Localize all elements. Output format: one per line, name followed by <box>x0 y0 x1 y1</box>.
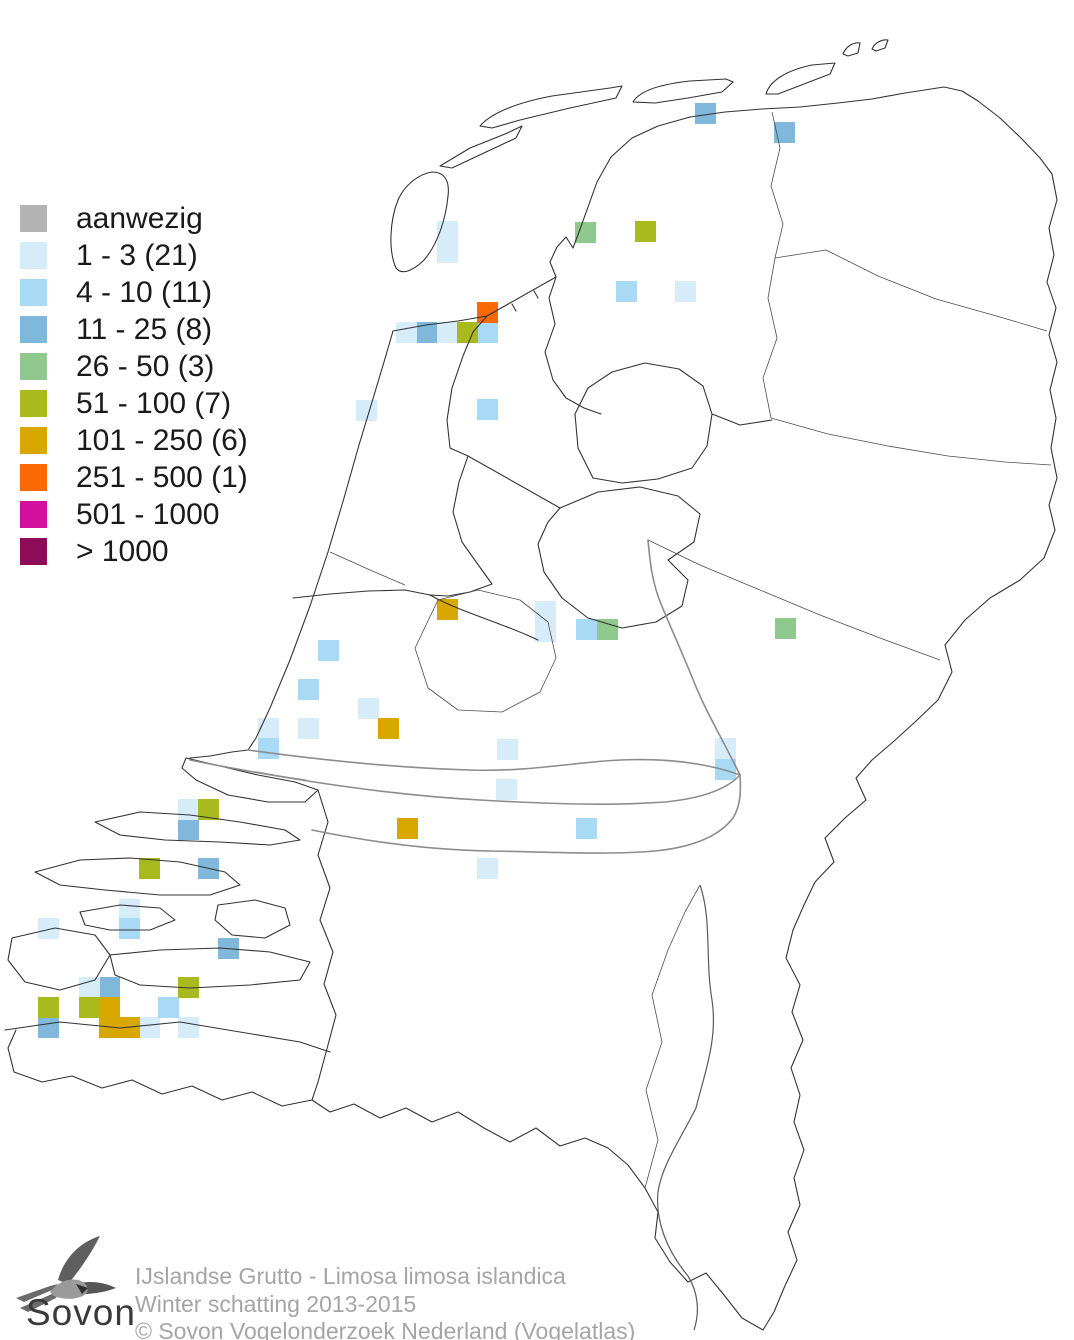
grid-cell-251-500 <box>477 302 498 323</box>
legend-label: 1 - 3 (21) <box>76 238 198 272</box>
legend-swatch <box>20 242 47 269</box>
grid-cell-1-3 <box>178 1017 199 1038</box>
grid-cell-4-10 <box>258 738 279 759</box>
grid-cell-1-3 <box>496 779 517 800</box>
grid-cell-1-3 <box>437 221 458 242</box>
legend-row: 4 - 10 (11) <box>20 274 248 311</box>
grid-cell-101-250 <box>397 818 418 839</box>
grid-cell-1-3 <box>497 739 518 760</box>
legend-swatch <box>20 279 47 306</box>
grid-cell-1-3 <box>535 601 556 622</box>
grid-cell-1-3 <box>119 899 140 920</box>
legend-row: 501 - 1000 <box>20 496 248 533</box>
grid-cell-101-250 <box>378 718 399 739</box>
grid-cell-51-100 <box>635 221 656 242</box>
grid-cell-101-250 <box>119 1017 140 1038</box>
grid-cell-4-10 <box>576 619 597 640</box>
legend: aanwezig 1 - 3 (21) 4 - 10 (11) 11 - 25 (8)… <box>20 200 248 570</box>
legend-swatch <box>20 353 47 380</box>
legend-label: 4 - 10 (11) <box>76 275 213 309</box>
map-caption: IJslandse Grutto - Limosa limosa islandi… <box>135 1263 635 1340</box>
grid-cell-11-25 <box>695 103 716 124</box>
grid-cell-1-3 <box>358 698 379 719</box>
legend-label: 51 - 100 (7) <box>76 386 232 420</box>
grid-cell-1-3 <box>437 322 458 343</box>
grid-cell-1-3 <box>356 400 377 421</box>
grid-cell-1-3 <box>715 738 736 759</box>
legend-row: 26 - 50 (3) <box>20 348 248 385</box>
legend-label: > 1000 <box>76 534 169 568</box>
grid-cell-1-3 <box>437 242 458 263</box>
legend-label: 251 - 500 (1) <box>76 460 248 494</box>
caption-species: IJslandse Grutto - Limosa limosa islandi… <box>135 1263 566 1289</box>
swallow-icon <box>16 1236 116 1312</box>
grid-cell-4-10 <box>616 281 637 302</box>
grid-cell-51-100 <box>198 799 219 820</box>
grid-cell-51-100 <box>178 977 199 998</box>
legend-row: > 1000 <box>20 533 248 570</box>
grid-cell-4-10 <box>318 640 339 661</box>
grid-cell-26-50 <box>597 619 618 640</box>
legend-label: 26 - 50 (3) <box>76 349 215 383</box>
legend-row: 51 - 100 (7) <box>20 385 248 422</box>
legend-label: aanwezig <box>76 201 203 235</box>
sovon-swallow-logo <box>16 1236 116 1312</box>
legend-swatch <box>20 464 47 491</box>
legend-swatch <box>20 390 47 417</box>
grid-cell-101-250 <box>437 599 458 620</box>
legend-row: 251 - 500 (1) <box>20 459 248 496</box>
grid-cell-26-50 <box>575 222 596 243</box>
legend-swatch <box>20 501 47 528</box>
caption-season: Winter schatting 2013-2015 <box>135 1290 417 1317</box>
grid-cell-4-10 <box>576 818 597 839</box>
legend-label: 11 - 25 (8) <box>76 312 213 346</box>
grid-cell-1-3 <box>477 858 498 879</box>
grid-cell-4-10 <box>715 759 736 780</box>
caption-copyright: © Sovon Vogelonderzoek Nederland (Vogela… <box>135 1318 636 1340</box>
grid-cell-101-250 <box>99 997 120 1018</box>
sovon-logo-text: Sovon <box>26 1292 136 1333</box>
grid-cell-1-3 <box>535 621 556 642</box>
legend-row: 11 - 25 (8) <box>20 311 248 348</box>
legend-swatch <box>20 538 47 565</box>
legend-swatch <box>20 316 47 343</box>
grid-cell-4-10 <box>477 399 498 420</box>
grid-cell-1-3 <box>178 799 199 820</box>
grid-cell-51-100 <box>79 997 100 1018</box>
grid-cell-101-250 <box>99 1017 120 1038</box>
grid-cell-1-3 <box>258 718 279 739</box>
legend-row: 101 - 250 (6) <box>20 422 248 459</box>
grid-cell-1-3 <box>38 918 59 939</box>
grid-cell-4-10 <box>477 322 498 343</box>
grid-cell-51-100 <box>457 322 478 343</box>
grid-cell-11-25 <box>198 858 219 879</box>
legend-row: 1 - 3 (21) <box>20 237 248 274</box>
legend-swatch <box>20 205 47 232</box>
grid-cell-4-10 <box>298 679 319 700</box>
grid-cell-51-100 <box>38 997 59 1018</box>
grid-cell-26-50 <box>775 618 796 639</box>
legend-swatch <box>20 427 47 454</box>
grid-cell-1-3 <box>79 977 100 998</box>
grid-cell-1-3 <box>298 718 319 739</box>
grid-cell-4-10 <box>158 997 179 1018</box>
grid-cell-11-25 <box>416 322 437 343</box>
grid-cell-1-3 <box>139 1017 160 1038</box>
grid-cell-11-25 <box>38 1017 59 1038</box>
grid-cell-11-25 <box>218 938 239 959</box>
grid-cell-4-10 <box>119 918 140 939</box>
grid-cell-11-25 <box>178 819 199 840</box>
grid-cell-11-25 <box>99 977 120 998</box>
grid-cell-1-3 <box>675 281 696 302</box>
grid-cell-1-3 <box>396 322 417 343</box>
legend-row: aanwezig <box>20 200 248 237</box>
grid-cell-51-100 <box>139 858 160 879</box>
legend-label: 101 - 250 (6) <box>76 423 248 457</box>
legend-label: 501 - 1000 <box>76 497 220 531</box>
grid-cell-11-25 <box>774 122 795 143</box>
